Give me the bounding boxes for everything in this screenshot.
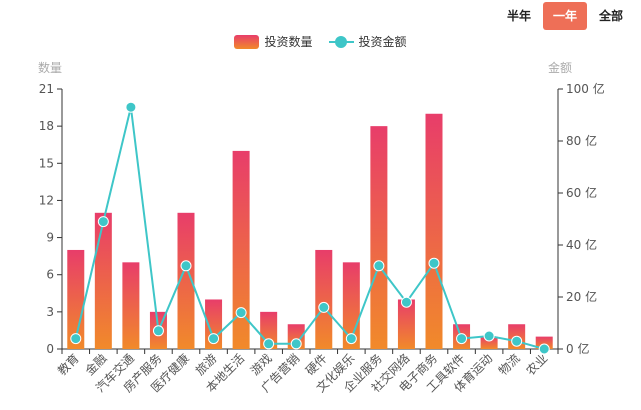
legend-count-label: 投资数量 [264, 35, 313, 49]
bar-14[interactable] [425, 113, 443, 349]
y-axis-left-name: 数量 [38, 60, 62, 75]
bar-7[interactable] [232, 150, 250, 349]
line-point-12[interactable] [373, 260, 385, 272]
tab-half-year[interactable]: 半年 [506, 9, 531, 23]
y-left-tick-label: 15 [39, 156, 54, 170]
x-tick-label: 教育 [54, 351, 82, 379]
line-point-3[interactable] [125, 101, 137, 113]
line-point-11[interactable] [345, 333, 357, 345]
line-point-15[interactable] [456, 333, 468, 345]
x-tick-label: 物流 [496, 351, 523, 378]
y-left-tick-label: 9 [46, 231, 54, 245]
bar-16[interactable] [480, 336, 498, 349]
line-point-17[interactable] [511, 335, 523, 347]
line-point-13[interactable] [400, 296, 412, 308]
y-left-tick-label: 12 [39, 193, 54, 207]
bar-12[interactable] [370, 126, 388, 350]
y-right-tick-label: 80 亿 [566, 133, 597, 148]
y-right-tick-label: 0 亿 [566, 341, 589, 356]
y-left-tick-label: 6 [46, 268, 54, 282]
line-point-8[interactable] [263, 338, 275, 350]
line-point-16[interactable] [483, 330, 495, 342]
y-right-tick-label: 40 亿 [566, 237, 597, 252]
y-right-tick-label: 100 亿 [566, 81, 605, 96]
tab-all[interactable]: 全部 [598, 9, 623, 23]
y-right-tick-label: 20 亿 [566, 289, 597, 304]
line-series-swatch [328, 35, 354, 49]
legend-item-amount[interactable]: 投资金额 [328, 33, 407, 50]
chart-legend: 投资数量 投资金额 [0, 33, 641, 50]
x-tick-label: 农业 [523, 351, 550, 378]
bar-3[interactable] [122, 262, 140, 349]
line-point-1[interactable] [70, 333, 82, 345]
period-tabs: 半年 一年 全部 [495, 2, 633, 30]
amount-line [74, 106, 545, 350]
y-right-tick-label: 60 亿 [566, 185, 597, 200]
line-point-18[interactable] [538, 343, 550, 355]
line-point-10[interactable] [318, 301, 330, 313]
bar-5[interactable] [177, 212, 195, 349]
line-point-9[interactable] [290, 338, 302, 350]
y-left-tick-label: 21 [39, 82, 54, 96]
bar-13[interactable] [397, 299, 415, 349]
y-left-tick-label: 18 [39, 119, 54, 133]
bar-series-swatch [234, 34, 260, 49]
bar-10[interactable] [315, 249, 333, 349]
line-point-14[interactable] [428, 257, 440, 269]
line-point-4[interactable] [152, 325, 164, 337]
y-left-tick-label: 0 [46, 342, 54, 356]
line-point-6[interactable] [208, 333, 220, 345]
line-point-5[interactable] [180, 260, 192, 272]
y-axis-right-name: 金额 [548, 60, 572, 75]
tab-one-year[interactable]: 一年 [542, 2, 587, 30]
y-left-tick-label: 3 [46, 305, 54, 319]
legend-amount-label: 投资金额 [358, 35, 407, 49]
bar-2[interactable] [94, 212, 112, 349]
legend-item-count[interactable]: 投资数量 [234, 33, 313, 50]
line-point-7[interactable] [235, 307, 247, 319]
line-point-2[interactable] [97, 216, 109, 228]
